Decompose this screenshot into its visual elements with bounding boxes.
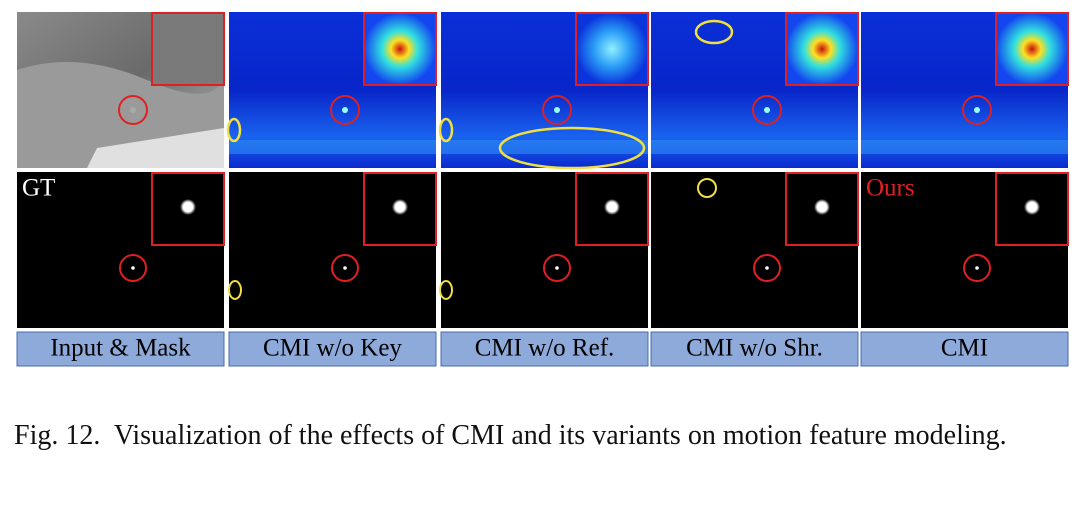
target-dot — [131, 266, 135, 270]
target-circle — [119, 254, 147, 282]
column-label: Input & Mask — [50, 335, 191, 362]
feature-band — [441, 140, 648, 154]
target-circle — [542, 95, 572, 125]
ours-label: Ours — [866, 175, 915, 202]
false-alarm — [694, 19, 734, 45]
inset-target — [180, 199, 196, 215]
column-label-box — [860, 331, 1069, 367]
target-circle — [330, 95, 360, 125]
inset — [575, 12, 649, 86]
gt-label: GT — [22, 175, 55, 202]
figure: Input & Mask CMI w/o Key CMI w/o Ref. CMI w… — [16, 12, 1069, 367]
inset-target — [604, 199, 620, 215]
inset — [363, 12, 437, 86]
column-label: CMI — [941, 335, 988, 362]
inset-target — [392, 199, 408, 215]
target-circle — [331, 254, 359, 282]
target-dot — [130, 107, 136, 113]
inset — [151, 12, 225, 86]
column-label-box — [440, 331, 649, 367]
column-label: CMI w/o Key — [263, 335, 402, 362]
target-dot — [764, 107, 770, 113]
inset-target — [1024, 199, 1040, 215]
target-dot — [555, 266, 559, 270]
false-alarm — [439, 280, 453, 300]
scene-building — [87, 128, 224, 168]
column-label: CMI w/o Shr. — [686, 335, 823, 362]
target-circle — [752, 95, 782, 125]
target-dot — [975, 266, 979, 270]
column-label: CMI w/o Ref. — [475, 335, 615, 362]
column-label-box — [228, 331, 437, 367]
target-circle — [753, 254, 781, 282]
target-circle — [543, 254, 571, 282]
inset — [995, 12, 1069, 86]
target-dot — [554, 107, 560, 113]
column-label-box — [16, 331, 225, 367]
target-dot — [765, 266, 769, 270]
false-alarm — [438, 117, 454, 143]
target-circle — [962, 95, 992, 125]
column-label-box — [650, 331, 859, 367]
false-alarm — [498, 126, 646, 170]
caption: Fig. 12. Visualization of the effects of… — [14, 420, 1007, 451]
target-dot — [343, 266, 347, 270]
false-alarm — [226, 117, 242, 143]
target-dot — [342, 107, 348, 113]
feature-band — [861, 140, 1068, 154]
target-circle — [118, 95, 148, 125]
feature-band — [651, 140, 858, 154]
feature-band — [229, 140, 436, 154]
target-dot — [974, 107, 980, 113]
inset-target — [814, 199, 830, 215]
false-alarm — [228, 280, 242, 300]
false-alarm — [697, 178, 717, 198]
inset — [785, 12, 859, 86]
target-circle — [963, 254, 991, 282]
